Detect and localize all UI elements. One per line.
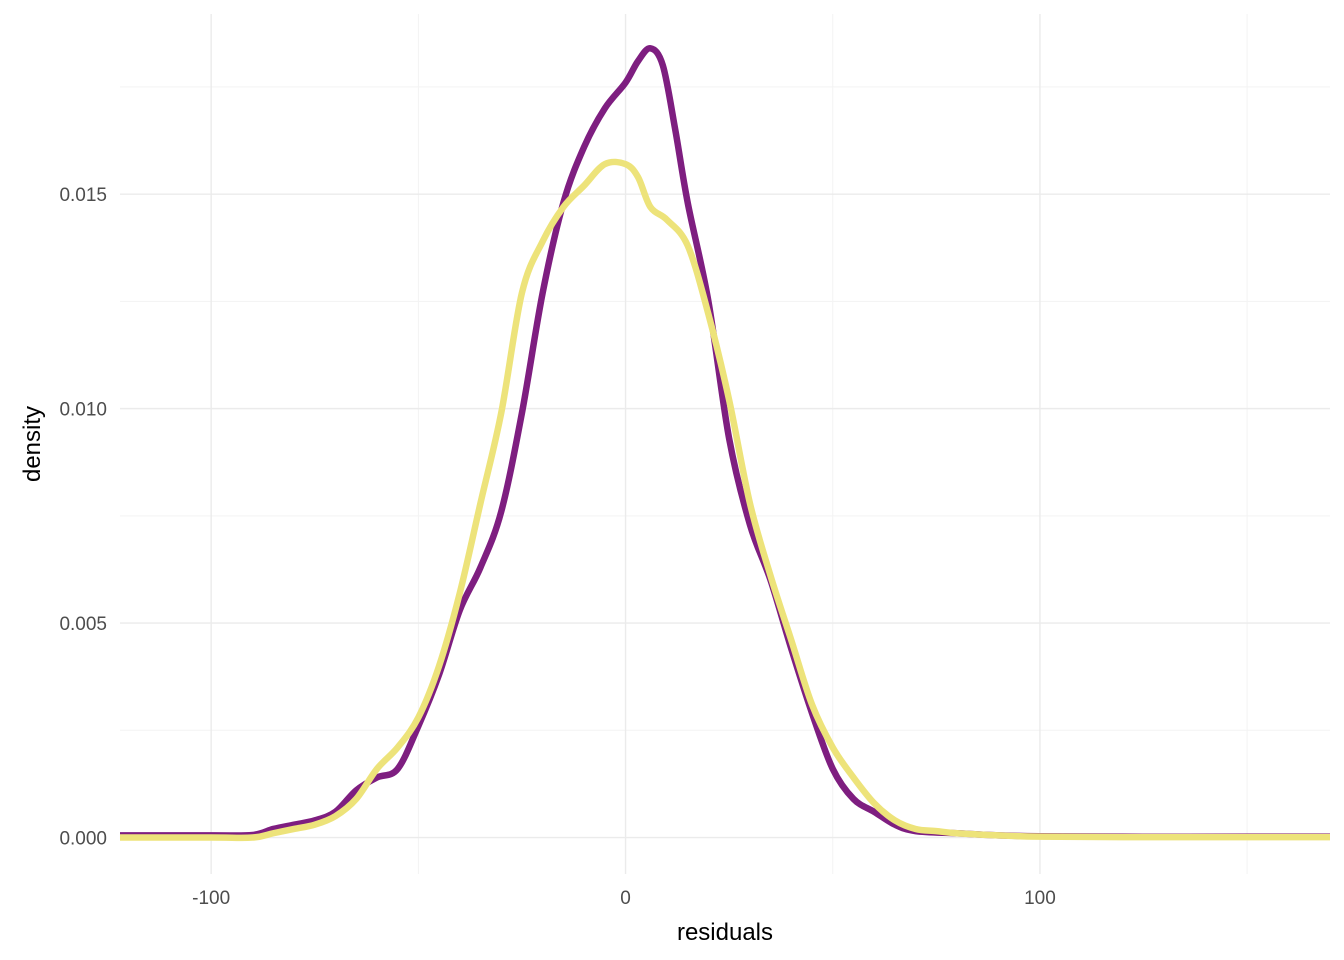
x-tick-labels: -100 0 100 [192,888,1056,909]
y-tick-label: 0.010 [59,400,107,421]
y-tick-label: 0.005 [59,614,107,635]
y-tick-label: 0.015 [59,185,107,206]
x-tick-label: 100 [1024,888,1056,909]
major-gridlines [120,14,1330,874]
x-axis-title: residuals [677,919,773,946]
y-tick-label: 0.000 [59,829,107,850]
y-axis-title: density [19,406,46,482]
series-lines [119,45,1330,842]
density-line-series-1 [119,45,1330,840]
density-line-series-2 [120,158,1330,842]
y-tick-labels: 0.000 0.005 0.010 0.015 [59,185,107,849]
x-tick-label: -100 [192,888,230,909]
minor-gridlines [120,14,1330,874]
x-tick-label: 0 [620,888,631,909]
